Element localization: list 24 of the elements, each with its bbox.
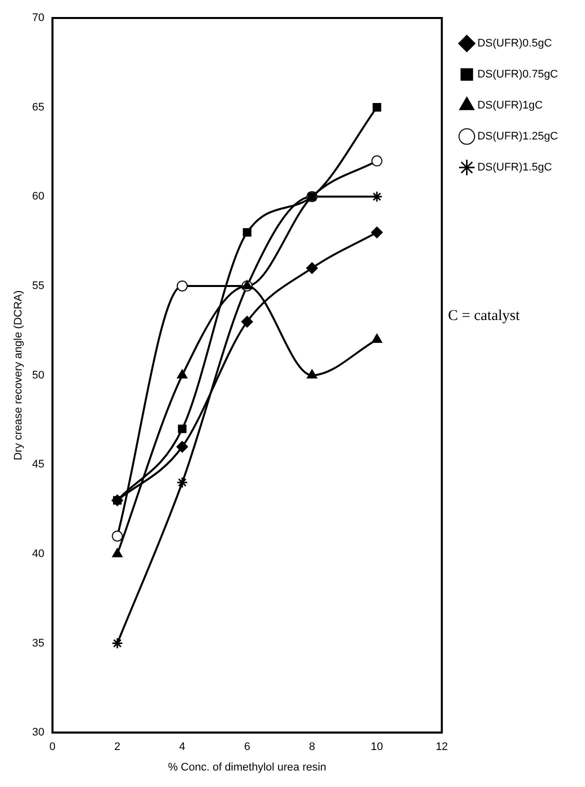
text: C = catalyst [448, 308, 520, 325]
legend-label: DS(UFR)1.5gC [477, 162, 552, 174]
y-tick-label: 35 [32, 637, 44, 650]
y-tick-label: 50 [32, 369, 44, 382]
y-tick-label: 45 [32, 458, 44, 471]
x-tick-label: 4 [179, 741, 186, 754]
y-tick-label: 65 [32, 101, 44, 114]
x-tick-label: 12 [436, 741, 448, 754]
x-tick-label: 10 [370, 741, 384, 754]
y-axis-title: Dry crease recovery angle (DCRA) [12, 290, 25, 460]
y-tick-label: 60 [32, 190, 44, 203]
legend-label: DS(UFR)1gC [477, 100, 543, 112]
x-tick-label: 6 [244, 741, 250, 754]
x-tick-label: 2 [114, 741, 120, 754]
legend-label: DS(UFR)1.25gC [477, 130, 558, 143]
x-axis-title: % Conc. of dimethylol urea resin [168, 761, 326, 774]
y-tick-label: 40 [32, 548, 44, 560]
legend-label: DS(UFR)0.5gC [477, 38, 552, 50]
x-tick-label: 8 [308, 741, 316, 754]
y-tick-label: 70 [32, 12, 44, 24]
legend-label: DS(UFR)0.75gC [477, 68, 558, 81]
y-tick-label: 30 [32, 726, 44, 739]
y-tick-label: 55 [32, 280, 44, 292]
x-tick-label: 0 [49, 741, 56, 754]
